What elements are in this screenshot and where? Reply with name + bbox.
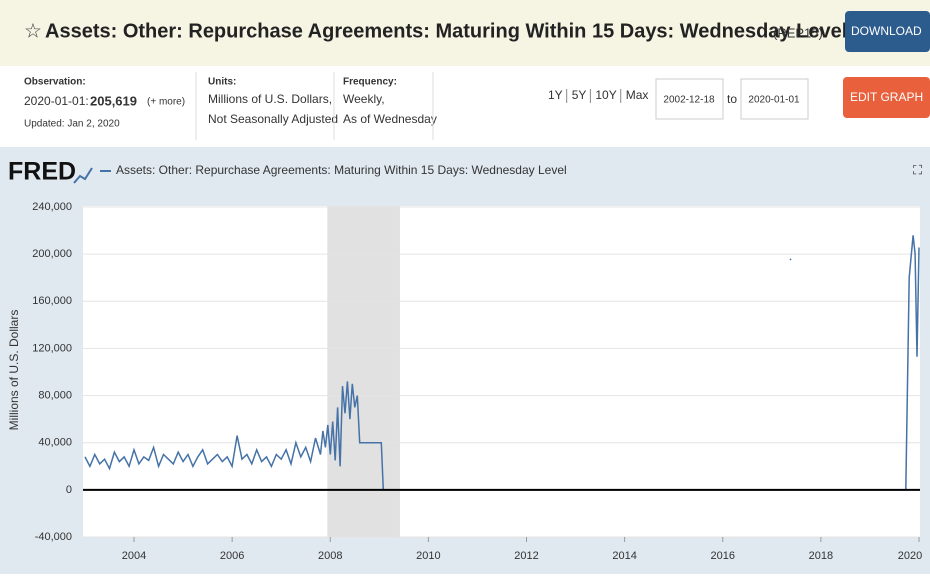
x-tick-label: 2012 — [514, 550, 538, 562]
range-links: 1Y 5Y 10Y Max — [548, 88, 648, 103]
series-line — [84, 381, 787, 491]
y-tick-label: 120,000 — [32, 342, 72, 354]
x-tick-label: 2010 — [416, 550, 440, 562]
more-link[interactable]: (+ more) — [147, 97, 185, 108]
header-band — [0, 0, 930, 66]
frequency-2: As of Wednesday — [343, 112, 437, 126]
y-tick-label: 200,000 — [32, 248, 72, 260]
y-tick-label: -40,000 — [35, 531, 72, 543]
observation-label: Observation: — [24, 77, 86, 88]
star-icon[interactable]: ☆ — [24, 20, 42, 42]
title: Assets: Other: Repurchase Agreements: Ma… — [45, 20, 847, 42]
observation-value: 205,619 — [90, 93, 137, 108]
series-line — [789, 258, 792, 261]
logo-icon — [73, 167, 93, 184]
x-tick-label: 2018 — [809, 550, 833, 562]
download-button[interactable] — [845, 11, 930, 52]
start-date[interactable]: 2002-12-18 — [663, 95, 715, 106]
y-tick-label: 160,000 — [32, 295, 72, 307]
start-date-input[interactable] — [655, 78, 724, 120]
updated: Updated: Jan 2, 2020 — [24, 119, 120, 130]
range-link[interactable]: Max — [626, 88, 649, 102]
plot-area — [83, 206, 920, 537]
y-tick-label: 240,000 — [32, 201, 72, 213]
range-link[interactable]: 1Y — [548, 88, 563, 102]
y-tick-label: 40,000 — [38, 437, 72, 449]
end-date-input[interactable] — [740, 78, 809, 120]
range-link[interactable]: 10Y — [595, 88, 616, 102]
to-label: to — [727, 92, 737, 106]
x-tick-label: 2016 — [711, 550, 735, 562]
y-tick-label: 80,000 — [38, 389, 72, 401]
x-tick-label: 2014 — [612, 550, 636, 562]
x-tick-label: 2006 — [220, 550, 244, 562]
series-id: (REP15) — [773, 25, 823, 40]
units-label: Units: — [208, 77, 236, 88]
frequency-1: Weekly, — [343, 92, 385, 106]
legend-label: Assets: Other: Repurchase Agreements: Ma… — [116, 163, 567, 177]
y-tick-label: 0 — [66, 484, 72, 496]
download-label[interactable]: DOWNLOAD — [851, 24, 922, 38]
y-axis-label: Millions of U.S. Dollars — [7, 310, 21, 431]
observation-date: 2020-01-01: — [24, 94, 89, 108]
recession-shading — [327, 206, 400, 537]
end-date[interactable]: 2020-01-01 — [748, 95, 800, 106]
x-tick-label: 2020 — [898, 550, 922, 562]
expand-icon[interactable]: ⛶ — [912, 162, 923, 177]
frequency-label: Frequency: — [343, 77, 397, 88]
units-1: Millions of U.S. Dollars, — [208, 92, 332, 106]
fred-logo: FRED — [8, 158, 76, 186]
edit-graph-button[interactable] — [843, 77, 930, 118]
x-tick-label: 2004 — [122, 550, 146, 562]
units-2: Not Seasonally Adjusted — [208, 112, 338, 126]
edit-graph-label[interactable]: EDIT GRAPH — [850, 90, 923, 104]
x-tick-label: 2008 — [318, 550, 342, 562]
range-link[interactable]: 5Y — [572, 88, 587, 102]
